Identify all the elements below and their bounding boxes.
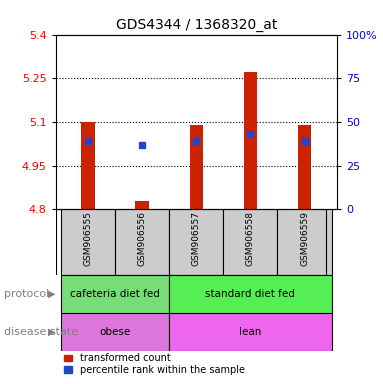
Bar <box>190 125 203 209</box>
Bar <box>115 209 169 275</box>
Text: GSM906555: GSM906555 <box>83 211 93 266</box>
Text: ▶: ▶ <box>48 327 56 337</box>
Bar <box>81 122 95 209</box>
Text: GSM906556: GSM906556 <box>137 211 147 266</box>
Bar <box>223 209 278 275</box>
Bar <box>169 275 332 313</box>
Text: standard diet fed: standard diet fed <box>206 289 295 299</box>
Text: protocol: protocol <box>4 289 49 299</box>
Bar <box>169 209 223 275</box>
Bar <box>61 209 115 275</box>
Bar <box>135 200 149 209</box>
Text: GSM906559: GSM906559 <box>300 211 309 266</box>
Text: obese: obese <box>100 327 131 337</box>
Text: cafeteria diet fed: cafeteria diet fed <box>70 289 160 299</box>
Legend: transformed count, percentile rank within the sample: transformed count, percentile rank withi… <box>61 349 249 379</box>
Bar <box>61 275 169 313</box>
Bar <box>61 313 169 351</box>
Text: ▶: ▶ <box>48 289 56 299</box>
Text: lean: lean <box>239 327 262 337</box>
Title: GDS4344 / 1368320_at: GDS4344 / 1368320_at <box>116 18 277 32</box>
Bar <box>169 313 332 351</box>
Bar <box>244 73 257 209</box>
Text: GSM906558: GSM906558 <box>246 211 255 266</box>
Bar <box>278 209 332 275</box>
Bar <box>298 125 311 209</box>
Text: GSM906557: GSM906557 <box>192 211 201 266</box>
Text: disease state: disease state <box>4 327 78 337</box>
